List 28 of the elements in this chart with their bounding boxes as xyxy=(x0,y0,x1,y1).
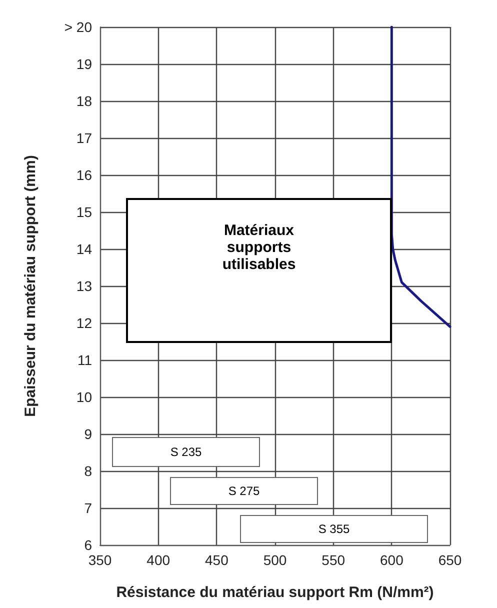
x-tick-label: 350 xyxy=(88,552,112,568)
y-tick-label: 8 xyxy=(84,463,92,479)
y-tick-label: 19 xyxy=(76,56,92,72)
y-tick-label: 14 xyxy=(76,241,92,257)
y-tick-label: 13 xyxy=(76,278,92,294)
y-tick-label: 9 xyxy=(84,426,92,442)
y-tick-label: 12 xyxy=(76,315,92,331)
x-tick-label: 550 xyxy=(322,552,346,568)
label-box: Matériaux supports utilisables xyxy=(126,198,392,343)
y-tick-label: 10 xyxy=(76,389,92,405)
y-tick-label: > 20 xyxy=(64,19,92,35)
label-box: S 355 xyxy=(240,515,428,543)
x-tick-label: 400 xyxy=(146,552,170,568)
x-tick-label: 450 xyxy=(204,552,229,568)
x-tick-label: 600 xyxy=(380,552,404,568)
y-tick-label: 16 xyxy=(76,167,92,183)
y-tick-label: 11 xyxy=(77,352,92,368)
label-box: S 275 xyxy=(170,477,318,505)
y-tick-label: 17 xyxy=(76,130,92,146)
y-tick-label: 7 xyxy=(84,500,92,516)
y-axis-title: Epaisseur du matériau support (mm) xyxy=(22,155,39,417)
x-axis-title: Résistance du matériau support Rm (N/mm²) xyxy=(116,584,434,601)
y-tick-label: 18 xyxy=(76,93,92,109)
x-tick-label: 650 xyxy=(438,552,462,568)
y-tick-label: 6 xyxy=(84,537,92,553)
y-tick-label: 15 xyxy=(76,204,92,220)
x-tick-label: 500 xyxy=(263,552,287,568)
label-box: S 235 xyxy=(112,437,260,467)
